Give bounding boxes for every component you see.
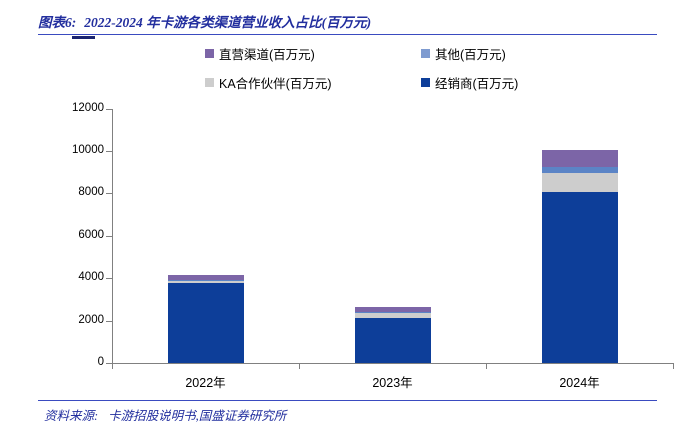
x-axis-tick-mark bbox=[299, 364, 300, 369]
bar-segment-直营渠道(百万元) bbox=[167, 275, 244, 280]
bar-segment-KA合作伙伴(百万元) bbox=[167, 280, 244, 283]
y-axis-tick-label: 12000 bbox=[72, 101, 104, 114]
bar-segment-经销商(百万元) bbox=[167, 282, 244, 363]
y-axis-tick-mark bbox=[106, 193, 112, 195]
source-text: 卡游招股说明书,国盛证券研究所 bbox=[108, 409, 287, 423]
bar-segment-KA合作伙伴(百万元) bbox=[354, 312, 431, 319]
bar-segment-直营渠道(百万元) bbox=[354, 306, 431, 313]
legend-swatch-icon bbox=[205, 48, 214, 58]
legend-label: 其他(百万元) bbox=[435, 47, 506, 62]
legend-label: 直营渠道(百万元) bbox=[219, 47, 315, 62]
x-axis-tick-mark bbox=[486, 364, 487, 369]
figure-number: 图表6: bbox=[38, 15, 77, 30]
bar-segment-其他(百万元) bbox=[541, 167, 618, 173]
title-divider bbox=[38, 34, 657, 35]
y-axis-line bbox=[112, 108, 113, 364]
y-axis-tick-mark bbox=[106, 363, 112, 364]
y-axis-tick-label: 0 bbox=[97, 356, 104, 368]
legend-item-ka-partner: KA合作伙伴(百万元) bbox=[205, 74, 332, 91]
bar-segment-KA合作伙伴(百万元) bbox=[541, 172, 618, 193]
y-axis-tick-mark bbox=[106, 150, 112, 152]
y-axis-tick-mark bbox=[106, 278, 112, 280]
bar-segment-经销商(百万元) bbox=[541, 192, 618, 363]
source-label: 资料来源: bbox=[44, 409, 99, 423]
y-axis-tick-label: 6000 bbox=[78, 228, 104, 241]
x-axis-line bbox=[112, 363, 674, 364]
legend-swatch-icon bbox=[205, 77, 214, 87]
legend-label: 经销商(百万元) bbox=[435, 76, 519, 91]
legend-swatch-icon bbox=[421, 77, 430, 87]
y-axis-tick-mark bbox=[106, 235, 112, 237]
legend-item-other: 其他(百万元) bbox=[421, 45, 506, 62]
figure-title-text: 2022-2024 年卡游各类渠道营业收入占比(百万元) bbox=[84, 15, 372, 30]
x-axis-category-label: 2024年 bbox=[559, 376, 600, 390]
x-axis-category-label: 2022年 bbox=[185, 376, 226, 390]
y-axis-tick-mark bbox=[106, 320, 112, 322]
x-axis-tick-mark bbox=[673, 364, 674, 369]
legend-swatch-icon bbox=[421, 48, 430, 58]
y-axis-tick-label: 2000 bbox=[78, 313, 104, 326]
legend-item-distributor: 经销商(百万元) bbox=[421, 74, 519, 91]
y-axis-tick-label: 10000 bbox=[72, 143, 104, 156]
x-axis-tick-mark bbox=[112, 364, 113, 369]
legend-item-direct-channel: 直营渠道(百万元) bbox=[205, 45, 315, 62]
bar-segment-经销商(百万元) bbox=[354, 318, 431, 363]
y-axis-tick-label: 4000 bbox=[78, 271, 104, 284]
y-axis-tick-label: 8000 bbox=[78, 186, 104, 199]
x-axis-category-label: 2023年 bbox=[372, 376, 413, 390]
figure-title: 图表6: 2022-2024 年卡游各类渠道营业收入占比(百万元) bbox=[38, 11, 658, 31]
y-axis-tick-mark bbox=[106, 108, 112, 110]
footer-divider bbox=[38, 400, 657, 401]
legend-label: KA合作伙伴(百万元) bbox=[219, 76, 332, 91]
bar-segment-直营渠道(百万元) bbox=[541, 149, 618, 168]
title-divider-accent bbox=[72, 36, 95, 39]
source-note: 资料来源: 卡游招股说明书,国盛证券研究所 bbox=[44, 405, 286, 424]
